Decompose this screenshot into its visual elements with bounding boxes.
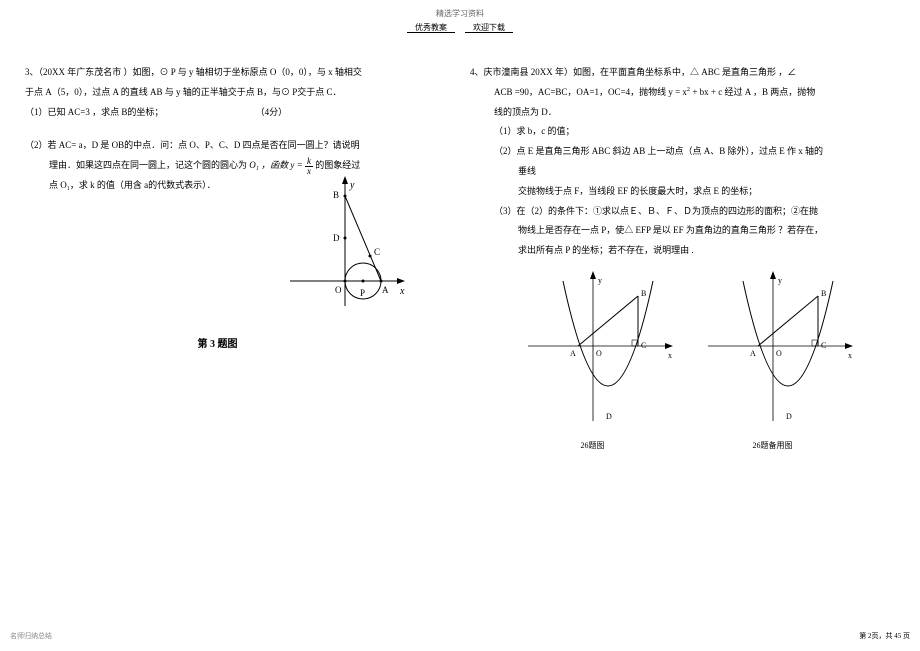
problem-4: 4、庆市潼南县 20XX 年）如图，在平面直角坐标系中，△ ABC 是直角三角形…: [470, 63, 895, 261]
p4-line9: 物线上是否存在一点 P，使△ EFP 是以 EF 为直角边的直角三角形 ？若存在…: [470, 221, 895, 241]
p2-axis-y: y: [778, 276, 782, 285]
axis-y-label: y: [349, 180, 355, 191]
p3-line2: 于点 A（5，0），过点 A 的直线 AB 与 y 轴的正半轴交于点 B，与⊙ …: [25, 83, 450, 103]
p3-line3: （1）已知 AC=3 ，求点 B的坐标；: [25, 107, 163, 117]
p4-line10: 求出所有点 P 的坐标；若不存在，说明理由 .: [470, 241, 895, 261]
parabola-diagram-2: y x A O B C D: [688, 271, 858, 431]
p1-label-A: A: [570, 349, 576, 358]
p1-axis-y: y: [598, 276, 602, 285]
p4-line8: （3）在（2）的条件下：①求以点Ｅ、Ｂ、Ｆ、Ｄ为顶点的四边形的面积；②在抛: [470, 202, 895, 222]
p4-line4: （1）求 b，c 的值；: [470, 122, 895, 142]
p3-diagram-caption: 第 3 题图: [25, 335, 410, 350]
parabola-box-2: y x A O B C D 26题备用图: [688, 271, 858, 451]
label-D: D: [333, 233, 340, 243]
p1-axis-x: x: [668, 351, 672, 360]
header-sub: 优秀教案 欢迎下载: [0, 22, 920, 33]
p4-caption2: 26题备用图: [688, 440, 858, 451]
content-area: 3、（20XX 年广东茂名市 ）如图，⊙ P 与 y 轴相切于坐标原点 O（0，…: [0, 33, 920, 451]
header-sub-right: 欢迎下载: [465, 23, 513, 33]
parabola-box-1: y x A O B C D 26题图: [508, 271, 678, 451]
parabola-diagram-1: y x A O B C D: [508, 271, 678, 431]
label-C: C: [374, 247, 380, 257]
p3-line5: 理由．如果这四点在同一圆上，记这个圆的圆心为 O₁ ，函数 y = k x 的图…: [25, 156, 450, 176]
label-A: A: [382, 285, 389, 295]
p2-label-B: B: [821, 289, 826, 298]
p4-line6: 垂线: [470, 162, 895, 182]
page-header: 精选学习资料 优秀教案 欢迎下载: [0, 0, 920, 33]
label-O: O: [335, 285, 342, 295]
p2-label-A: A: [750, 349, 756, 358]
p3-score: （4分）: [256, 107, 288, 117]
p4-caption1: 26题图: [508, 440, 678, 451]
p3-line4: （2）若 AC= a，D 是 OB的中点．问：点 O、P、C、D 四点是否在同一…: [25, 136, 450, 156]
label-B: B: [333, 190, 339, 200]
p3-line3-row: （1）已知 AC=3 ，求点 B的坐标； （4分）: [25, 103, 450, 123]
right-column: 4、庆市潼南县 20XX 年）如图，在平面直角坐标系中，△ ABC 是直角三角形…: [470, 63, 895, 451]
footer-right: 第 2页，共 45 页: [859, 631, 910, 641]
footer-left: 名师归纳总结: [10, 631, 52, 641]
axis-x-label: x: [399, 286, 405, 297]
p3-diagram-container: y x B D C O P A 第 3 题图: [25, 176, 410, 350]
p1-label-O: O: [596, 349, 602, 358]
p3-line1: 3、（20XX 年广东茂名市 ）如图，⊙ P 与 y 轴相切于坐标原点 O（0，…: [25, 63, 450, 83]
p1-label-B: B: [641, 289, 646, 298]
p4-line5: （2）点 E 是直角三角形 ABC 斜边 AB 上一动点（点 A、B 除外），过…: [470, 142, 895, 162]
p2-label-D: D: [786, 412, 792, 421]
header-sub-left: 优秀教案: [407, 23, 455, 33]
p4-line1: 4、庆市潼南县 20XX 年）如图，在平面直角坐标系中，△ ABC 是直角三角形…: [470, 63, 895, 83]
circle-diagram: y x B D C O P A: [270, 176, 410, 326]
label-P: P: [360, 288, 365, 298]
p2-label-O: O: [776, 349, 782, 358]
p4-line3: 线的顶点为 D．: [470, 103, 895, 123]
p4-line7: 交抛物线于点 F，当线段 EF 的长度最大时，求点 E 的坐标；: [470, 182, 895, 202]
p1-label-D: D: [606, 412, 612, 421]
p2-axis-x: x: [848, 351, 852, 360]
parabola-diagrams: y x A O B C D 26题图: [470, 271, 895, 451]
p4-line2: ACB =90，AC=BC，OA=1，OC=4，抛物线 y = x2 + bx …: [470, 83, 895, 103]
p1-label-C: C: [641, 341, 646, 350]
header-top-text: 精选学习资料: [0, 8, 920, 19]
p2-label-C: C: [821, 341, 826, 350]
fraction-k-x: k x: [305, 157, 313, 176]
left-column: 3、（20XX 年广东茂名市 ）如图，⊙ P 与 y 轴相切于坐标原点 O（0，…: [25, 63, 450, 451]
